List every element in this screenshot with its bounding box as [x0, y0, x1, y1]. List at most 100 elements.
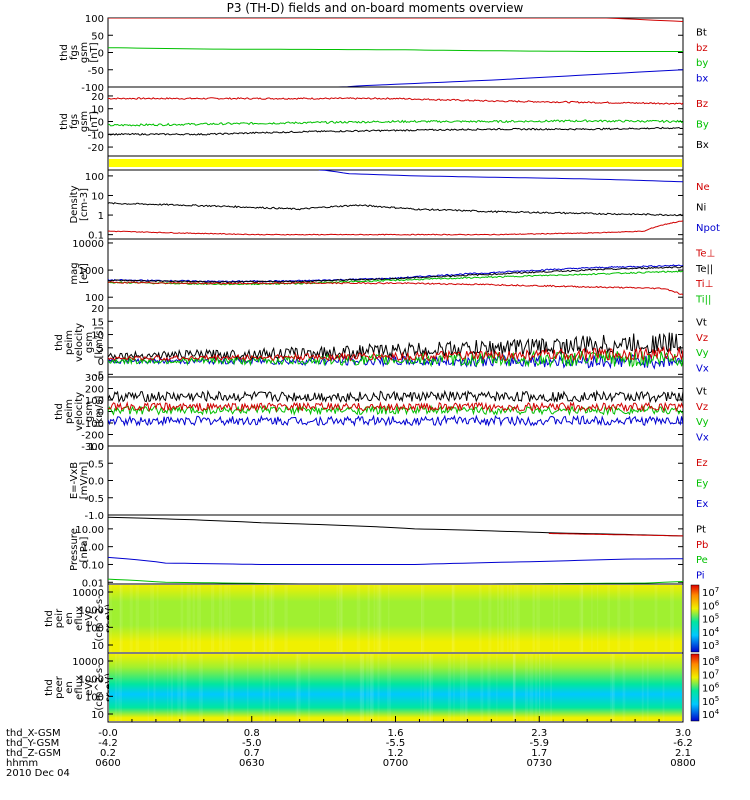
- panel-1-ytick-label: -100: [81, 83, 104, 94]
- panel-10-ytick-label: 10: [91, 641, 104, 652]
- panel-5-ytick-label: 1000: [79, 266, 104, 277]
- footer-value: 0.7: [244, 748, 260, 759]
- panel-10-texture: [268, 585, 273, 652]
- panel-11-spectrogram: [109, 654, 682, 721]
- panel-11-texture: [550, 654, 553, 721]
- panel-8-ytick-label: -1.0: [84, 511, 104, 522]
- panel-1-ytick-label: 100: [85, 14, 104, 25]
- panel-2-legend-1: By: [696, 120, 709, 131]
- panel-7-ylabel-line: gsm: [84, 401, 95, 422]
- footer-value: -5.5: [386, 738, 406, 749]
- panel-5-ylabel-line: [eV]: [79, 263, 90, 284]
- panel-8-ylabel-line: E=-VxB: [69, 462, 80, 499]
- panel-10-texture: [368, 585, 370, 652]
- panel-8-legend-0: Ez: [696, 458, 708, 469]
- panel-5-ylabel: mag [eV]: [69, 262, 90, 284]
- panel-7-ylabel: thd peim velocity gsm [km/s]: [54, 392, 105, 431]
- panel-11-texture: [372, 654, 375, 721]
- panel-4-legend-0: Ne: [696, 182, 710, 193]
- panel-10-texture: [421, 585, 423, 652]
- panel-10-texture: [119, 585, 122, 652]
- panel-9-ytick-label: 0.01: [82, 578, 104, 589]
- panel-11-texture: [453, 654, 455, 721]
- panel-6-ytick-label: 0: [98, 357, 104, 368]
- panel-11-texture: [153, 654, 156, 721]
- panel-8-ytick-label: -0.5: [84, 494, 104, 505]
- panel-10-texture: [513, 585, 518, 652]
- panel-7-legend-1: Vz: [696, 402, 708, 413]
- footer-value: 0600: [95, 758, 120, 769]
- panel-11-texture: [182, 654, 185, 721]
- panel-1-legend-3: bx: [696, 73, 708, 84]
- panel-11-texture: [641, 654, 644, 721]
- panel-11-texture: [170, 654, 173, 721]
- panel-4-ylabel: Density [cm-3]: [69, 185, 90, 223]
- panel-7-ylabel-line: velocity: [74, 392, 85, 431]
- panel-10-texture: [338, 585, 341, 652]
- panel-6-series-Vy: [108, 349, 683, 369]
- panel-11-ytick-label: 10: [91, 710, 104, 721]
- panel-10-texture: [156, 585, 159, 652]
- panel-6-ytick-label: 5: [98, 344, 104, 355]
- panel-7-ytick-label: -300: [81, 442, 104, 453]
- panel-11-texture: [512, 654, 516, 721]
- panel-10-texture: [129, 585, 133, 652]
- panel-10-ylabel-line: eV/: [84, 610, 95, 627]
- panel-11-texture: [461, 654, 464, 721]
- panel-1-ytick-label: 50: [91, 31, 104, 42]
- panel-7-legend-0: Vt: [696, 387, 707, 398]
- panel-10-texture: [597, 585, 599, 652]
- panel-11-ylabel-line: peer: [54, 675, 65, 699]
- panel-11-texture: [612, 654, 616, 721]
- panel-10-texture: [110, 585, 112, 652]
- panel-11-texture: [480, 654, 484, 721]
- panel-11-texture: [226, 654, 228, 721]
- panel-7-ytick-label: 0: [98, 408, 104, 419]
- panel-9-ytick-label: 1.00: [82, 543, 104, 554]
- panel-10-texture: [263, 585, 267, 652]
- panel-6-ylabel-line: velocity: [74, 323, 85, 362]
- panel-1-series-bx: [108, 69, 683, 87]
- panel-9-series-Pe: [108, 578, 683, 584]
- panel-11-colorbar-label: 105: [702, 695, 719, 708]
- panel-6-series-Vz: [108, 345, 683, 362]
- panel-11-texture: [342, 654, 346, 721]
- panel-1-legend-1: bz: [696, 43, 708, 54]
- panel-10-texture: [367, 585, 369, 652]
- panel-10-texture: [376, 585, 381, 652]
- panel-11-texture: [359, 654, 363, 721]
- panel-7-legend-3: Vx: [696, 432, 709, 443]
- panel-10-colorbar-label: 105: [702, 613, 719, 626]
- panel-9-series-Pb: [548, 533, 683, 537]
- panel-10-texture: [228, 585, 231, 652]
- panel-11-texture: [296, 654, 301, 721]
- panel-1-legend-0: Bt: [696, 28, 707, 39]
- panel-10-texture: [192, 585, 195, 652]
- panel-11-ytick-label: 1000: [79, 675, 104, 686]
- panel-8-ytick-label: 1.0: [88, 442, 104, 453]
- panel-2-ylabel-line: thd: [59, 113, 70, 130]
- panel-10-texture: [536, 585, 540, 652]
- footer-value: 0800: [670, 758, 695, 769]
- panel-10-texture: [451, 585, 454, 652]
- panel-10-texture: [210, 585, 214, 652]
- panel-11-texture: [662, 654, 665, 721]
- panel-11-colorbar: [690, 653, 700, 722]
- footer-value: 0630: [239, 758, 264, 769]
- panel-2-series-Bx: [108, 126, 683, 136]
- panel-11-texture: [420, 654, 422, 721]
- panel-11-texture: [295, 654, 299, 721]
- panel-11-texture: [262, 654, 266, 721]
- footer-value: 0.8: [244, 728, 260, 739]
- panel-11-texture: [147, 654, 150, 721]
- footer-value: 2.3: [531, 728, 547, 739]
- panel-3-strip: [109, 159, 682, 167]
- panel-11-texture: [198, 654, 203, 721]
- panel-1-ylabel-line: fgs: [69, 45, 80, 60]
- panel-11-texture: [114, 654, 118, 721]
- panel-8-legend-1: Ey: [696, 479, 708, 490]
- panel-11-ylabel-line: eflux: [74, 675, 85, 700]
